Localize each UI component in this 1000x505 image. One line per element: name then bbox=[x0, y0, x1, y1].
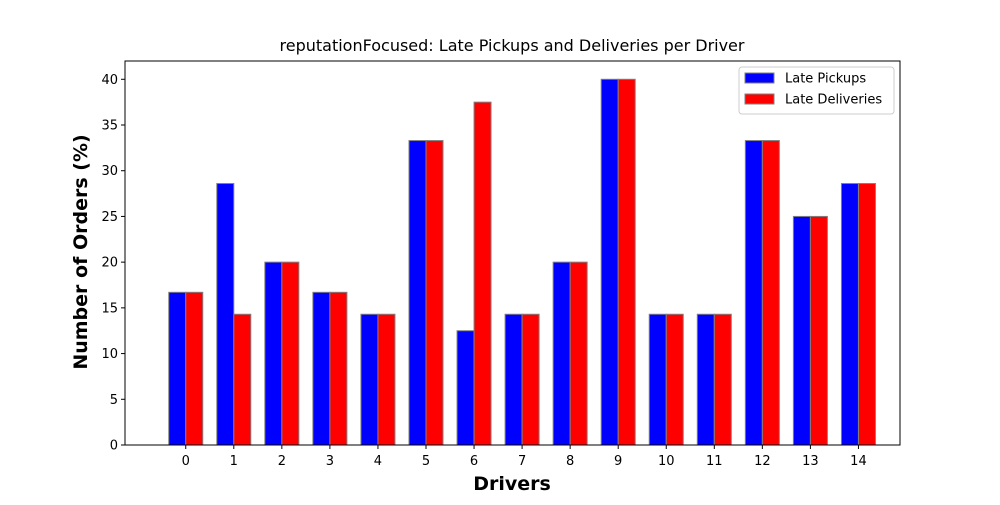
legend-swatch-late-deliveries bbox=[744, 93, 775, 105]
bar-late-pickups-14 bbox=[840, 183, 859, 446]
legend-swatch-late-pickups bbox=[744, 72, 775, 84]
bar-late-deliveries-7 bbox=[521, 313, 540, 446]
y-tick-label: 25 bbox=[101, 210, 118, 225]
y-tick-label: 10 bbox=[101, 347, 118, 362]
x-tick-label: 12 bbox=[754, 454, 771, 469]
bars-layer bbox=[168, 78, 876, 446]
y-tick-label: 20 bbox=[101, 256, 118, 271]
legend-label-late-deliveries: Late Deliveries bbox=[785, 93, 882, 108]
bar-late-deliveries-12 bbox=[761, 140, 780, 446]
bar-late-deliveries-13 bbox=[809, 215, 828, 446]
bar-late-deliveries-4 bbox=[377, 313, 396, 446]
bar-late-pickups-8 bbox=[552, 261, 571, 446]
bar-late-pickups-5 bbox=[408, 140, 427, 446]
x-tick-label: 6 bbox=[470, 454, 478, 469]
y-axis-label: Number of Orders (%) bbox=[70, 134, 92, 369]
x-tick-label: 5 bbox=[422, 454, 430, 469]
bar-late-pickups-0 bbox=[168, 291, 187, 446]
chart-title: reputationFocused: Late Pickups and Deli… bbox=[280, 36, 745, 55]
bar-late-deliveries-5 bbox=[425, 140, 444, 446]
legend: Late Pickups Late Deliveries bbox=[738, 66, 895, 115]
x-tick-label: 14 bbox=[850, 454, 867, 469]
bar-late-deliveries-2 bbox=[281, 261, 300, 446]
x-tick-label: 2 bbox=[278, 454, 286, 469]
x-tick-label: 3 bbox=[326, 454, 334, 469]
bar-late-pickups-7 bbox=[504, 313, 523, 446]
plot-frame bbox=[124, 60, 901, 446]
bar-late-pickups-10 bbox=[648, 313, 667, 446]
bar-late-deliveries-8 bbox=[569, 261, 588, 446]
x-tick-label: 11 bbox=[706, 454, 723, 469]
x-tick-label: 13 bbox=[802, 454, 819, 469]
bar-late-deliveries-11 bbox=[713, 313, 732, 446]
bar-late-deliveries-14 bbox=[857, 183, 876, 446]
x-tick-label: 10 bbox=[658, 454, 675, 469]
bar-late-deliveries-0 bbox=[185, 291, 204, 446]
x-tick-label: 8 bbox=[566, 454, 574, 469]
y-tick-label: 15 bbox=[101, 301, 118, 316]
bar-late-deliveries-10 bbox=[665, 313, 684, 446]
x-tick-label: 0 bbox=[182, 454, 190, 469]
legend-box bbox=[738, 66, 895, 115]
bar-late-pickups-1 bbox=[216, 183, 235, 446]
y-tick-label: 30 bbox=[101, 164, 118, 179]
x-axis-label: Drivers bbox=[473, 473, 551, 495]
x-tick-label: 7 bbox=[518, 454, 526, 469]
y-tick-label: 35 bbox=[101, 119, 118, 134]
y-tick-label: 5 bbox=[110, 393, 118, 408]
x-tick-label: 9 bbox=[614, 454, 622, 469]
bar-late-pickups-6 bbox=[456, 330, 475, 446]
bar-late-deliveries-1 bbox=[233, 313, 252, 446]
y-tick-label: 0 bbox=[110, 439, 118, 454]
bar-late-pickups-13 bbox=[792, 215, 811, 446]
bar-late-deliveries-6 bbox=[473, 101, 492, 446]
legend-label-late-pickups: Late Pickups bbox=[785, 72, 866, 87]
x-tick-label: 1 bbox=[230, 454, 238, 469]
bar-late-pickups-11 bbox=[696, 313, 715, 446]
bar-late-pickups-2 bbox=[264, 261, 283, 446]
x-tick-label: 4 bbox=[374, 454, 382, 469]
bar-late-deliveries-3 bbox=[329, 291, 348, 446]
bar-late-pickups-12 bbox=[744, 140, 763, 446]
y-tick-label: 40 bbox=[101, 73, 118, 88]
bar-late-pickups-3 bbox=[312, 291, 331, 446]
bar-late-pickups-4 bbox=[360, 313, 379, 446]
bar-late-pickups-9 bbox=[600, 78, 619, 446]
bar-late-deliveries-9 bbox=[617, 78, 636, 446]
